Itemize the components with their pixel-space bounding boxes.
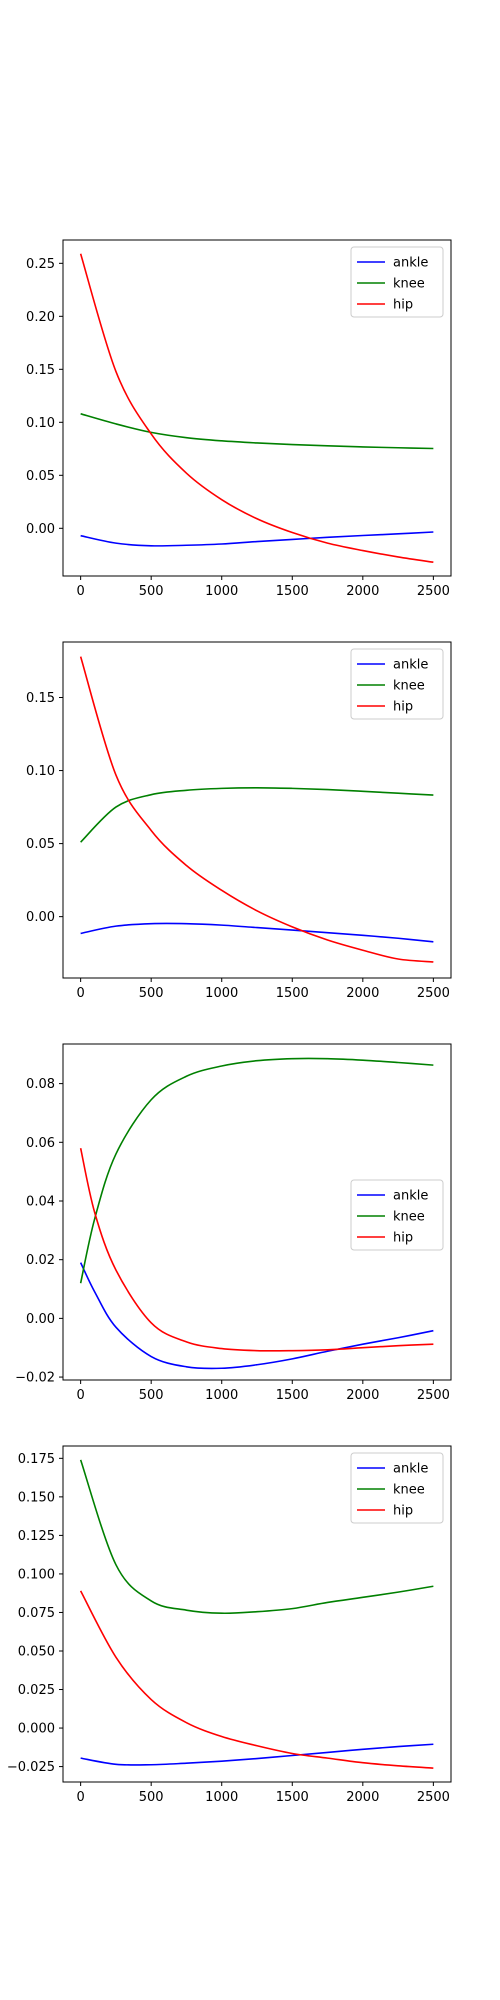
y-tick-label: 0.10: [26, 416, 55, 431]
legend-label-ankle: ankle: [393, 658, 428, 673]
legend: ankle knee hip: [350, 648, 444, 720]
y-tick-label: 0.15: [26, 691, 55, 706]
series-line-ankle: [80, 531, 434, 547]
axes-frame: [62, 1043, 452, 1381]
x-tick-label: 0: [76, 584, 84, 599]
legend: ankle knee hip: [350, 246, 444, 318]
legend-box: [350, 246, 444, 318]
x-tick-label: 1500: [276, 986, 309, 1001]
y-tick-label: 0.150: [18, 1490, 55, 1505]
series-line-hip: [79, 253, 434, 564]
legend: ankle knee hip: [350, 1179, 444, 1251]
legend-label-hip: hip: [393, 298, 413, 313]
legend-box: [350, 648, 444, 720]
axes-frame: [62, 1445, 452, 1783]
legend-label-ankle: ankle: [393, 256, 428, 271]
series-line-ankle: [80, 1743, 434, 1766]
axes-frame: [62, 641, 452, 979]
x-tick-label: 1000: [205, 986, 238, 1001]
y-tick-label: 0.175: [18, 1452, 55, 1467]
x-tick-label: 1000: [205, 1790, 238, 1805]
legend-label-ankle: ankle: [393, 1189, 428, 1204]
x-tick-label: 500: [139, 584, 164, 599]
x-tick-label: 2500: [417, 1388, 450, 1403]
y-tick-label: 0.25: [26, 257, 55, 272]
y-tick-label: 0.000: [18, 1722, 55, 1737]
legend-label-knee: knee: [393, 1483, 425, 1498]
x-tick-label: 2500: [417, 584, 450, 599]
x-tick-label: 1500: [276, 584, 309, 599]
y-tick-label: 0.08: [26, 1077, 55, 1092]
series-line-knee: [80, 786, 434, 843]
legend-label-knee: knee: [393, 1210, 425, 1225]
x-tick-label: 1500: [276, 1388, 309, 1403]
y-tick-label: 0.10: [26, 764, 55, 779]
axes-frame: [62, 239, 452, 577]
y-tick-label: 0.100: [18, 1567, 55, 1582]
series-line-ankle: [79, 1262, 434, 1370]
series-line-knee: [79, 1057, 434, 1284]
legend-box: [350, 1452, 444, 1524]
legend-label-hip: hip: [393, 700, 413, 715]
x-tick-label: 2000: [346, 986, 379, 1001]
x-tick-label: 0: [76, 986, 84, 1001]
y-tick-label: 0.025: [18, 1683, 55, 1698]
x-tick-label: 500: [139, 1790, 164, 1805]
y-tick-label: 0.05: [26, 837, 55, 852]
y-tick-label: 0.00: [26, 1312, 55, 1327]
y-tick-label: −0.02: [15, 1371, 55, 1386]
x-tick-label: 0: [76, 1790, 84, 1805]
series-line-hip: [79, 656, 434, 963]
series-line-hip: [79, 1590, 434, 1769]
x-tick-label: 500: [139, 986, 164, 1001]
legend-label-hip: hip: [393, 1231, 413, 1246]
x-tick-label: 2000: [346, 584, 379, 599]
y-tick-label: 0.20: [26, 310, 55, 325]
x-tick-label: 1000: [205, 1388, 238, 1403]
x-tick-label: 0: [76, 1388, 84, 1403]
legend-box: [350, 1179, 444, 1251]
x-tick-label: 2000: [346, 1790, 379, 1805]
x-tick-label: 1000: [205, 584, 238, 599]
y-tick-label: 0.00: [26, 522, 55, 537]
chart-panel-4: 0 500 1000 1500 2000 2500 −0.025 0.000 0.025 0.05…: [7, 1445, 452, 1805]
legend-label-ankle: ankle: [393, 1462, 428, 1477]
legend: ankle knee hip: [350, 1452, 444, 1524]
y-tick-label: 0.00: [26, 910, 55, 925]
legend-label-knee: knee: [393, 679, 425, 694]
x-tick-label: 500: [139, 1388, 164, 1403]
y-tick-label: 0.050: [18, 1644, 55, 1659]
y-tick-label: 0.075: [18, 1606, 55, 1621]
y-tick-label: 0.15: [26, 363, 55, 378]
legend-label-hip: hip: [393, 1504, 413, 1519]
chart-panel-2: 0 500 1000 1500 2000 2500 0.00 0.05 0.10 0.15 ankl…: [26, 641, 452, 1001]
y-tick-label: 0.04: [26, 1194, 55, 1209]
series-line-knee: [79, 1459, 434, 1615]
x-tick-label: 2500: [417, 986, 450, 1001]
y-tick-label: 0.125: [18, 1529, 55, 1544]
chart-panel-1: 0 500 1000 1500 2000 2500 0.00 0.05 0.10 0.15 0.20…: [26, 239, 452, 599]
x-tick-label: 1500: [276, 1790, 309, 1805]
y-tick-label: 0.05: [26, 469, 55, 484]
series-line-ankle: [80, 922, 434, 943]
series-line-knee: [80, 413, 434, 450]
x-tick-label: 2500: [417, 1790, 450, 1805]
y-tick-label: 0.06: [26, 1136, 55, 1151]
chart-panel-3: 0 500 1000 1500 2000 2500 −0.02 0.00 0.02 0.04 0.0…: [15, 1043, 452, 1403]
y-tick-label: −0.025: [7, 1760, 55, 1775]
x-tick-label: 2000: [346, 1388, 379, 1403]
series-line-hip: [79, 1147, 434, 1352]
y-tick-label: 0.02: [26, 1253, 55, 1268]
legend-label-knee: knee: [393, 277, 425, 292]
